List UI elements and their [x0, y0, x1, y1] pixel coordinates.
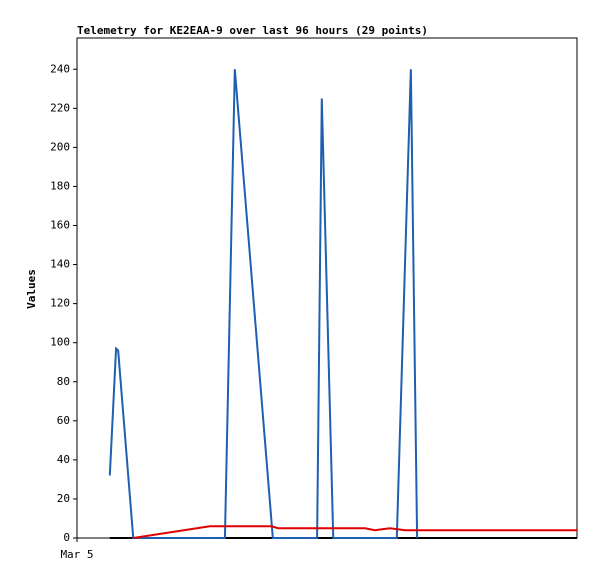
- y-tick-label: 20: [57, 492, 70, 505]
- y-tick-label: 140: [50, 258, 70, 271]
- y-tick-label: 40: [57, 453, 70, 466]
- y-tick-label: 80: [57, 375, 70, 388]
- y-axis-label: Values: [25, 269, 38, 309]
- y-tick-label: 100: [50, 336, 70, 349]
- y-tick-label: 60: [57, 414, 70, 427]
- y-tick-label: 220: [50, 101, 70, 114]
- y-tick-label: 120: [50, 297, 70, 310]
- y-tick-label: 160: [50, 219, 70, 232]
- x-tick-label: Mar 5: [60, 548, 93, 561]
- y-tick-label: 200: [50, 140, 70, 153]
- series-line: [108, 69, 419, 539]
- series-line: [133, 525, 577, 539]
- y-tick-label: 0: [63, 531, 70, 544]
- y-tick-label: 180: [50, 179, 70, 192]
- chart-title: Telemetry for KE2EAA-9 over last 96 hour…: [77, 24, 428, 37]
- y-tick-label: 240: [50, 62, 70, 75]
